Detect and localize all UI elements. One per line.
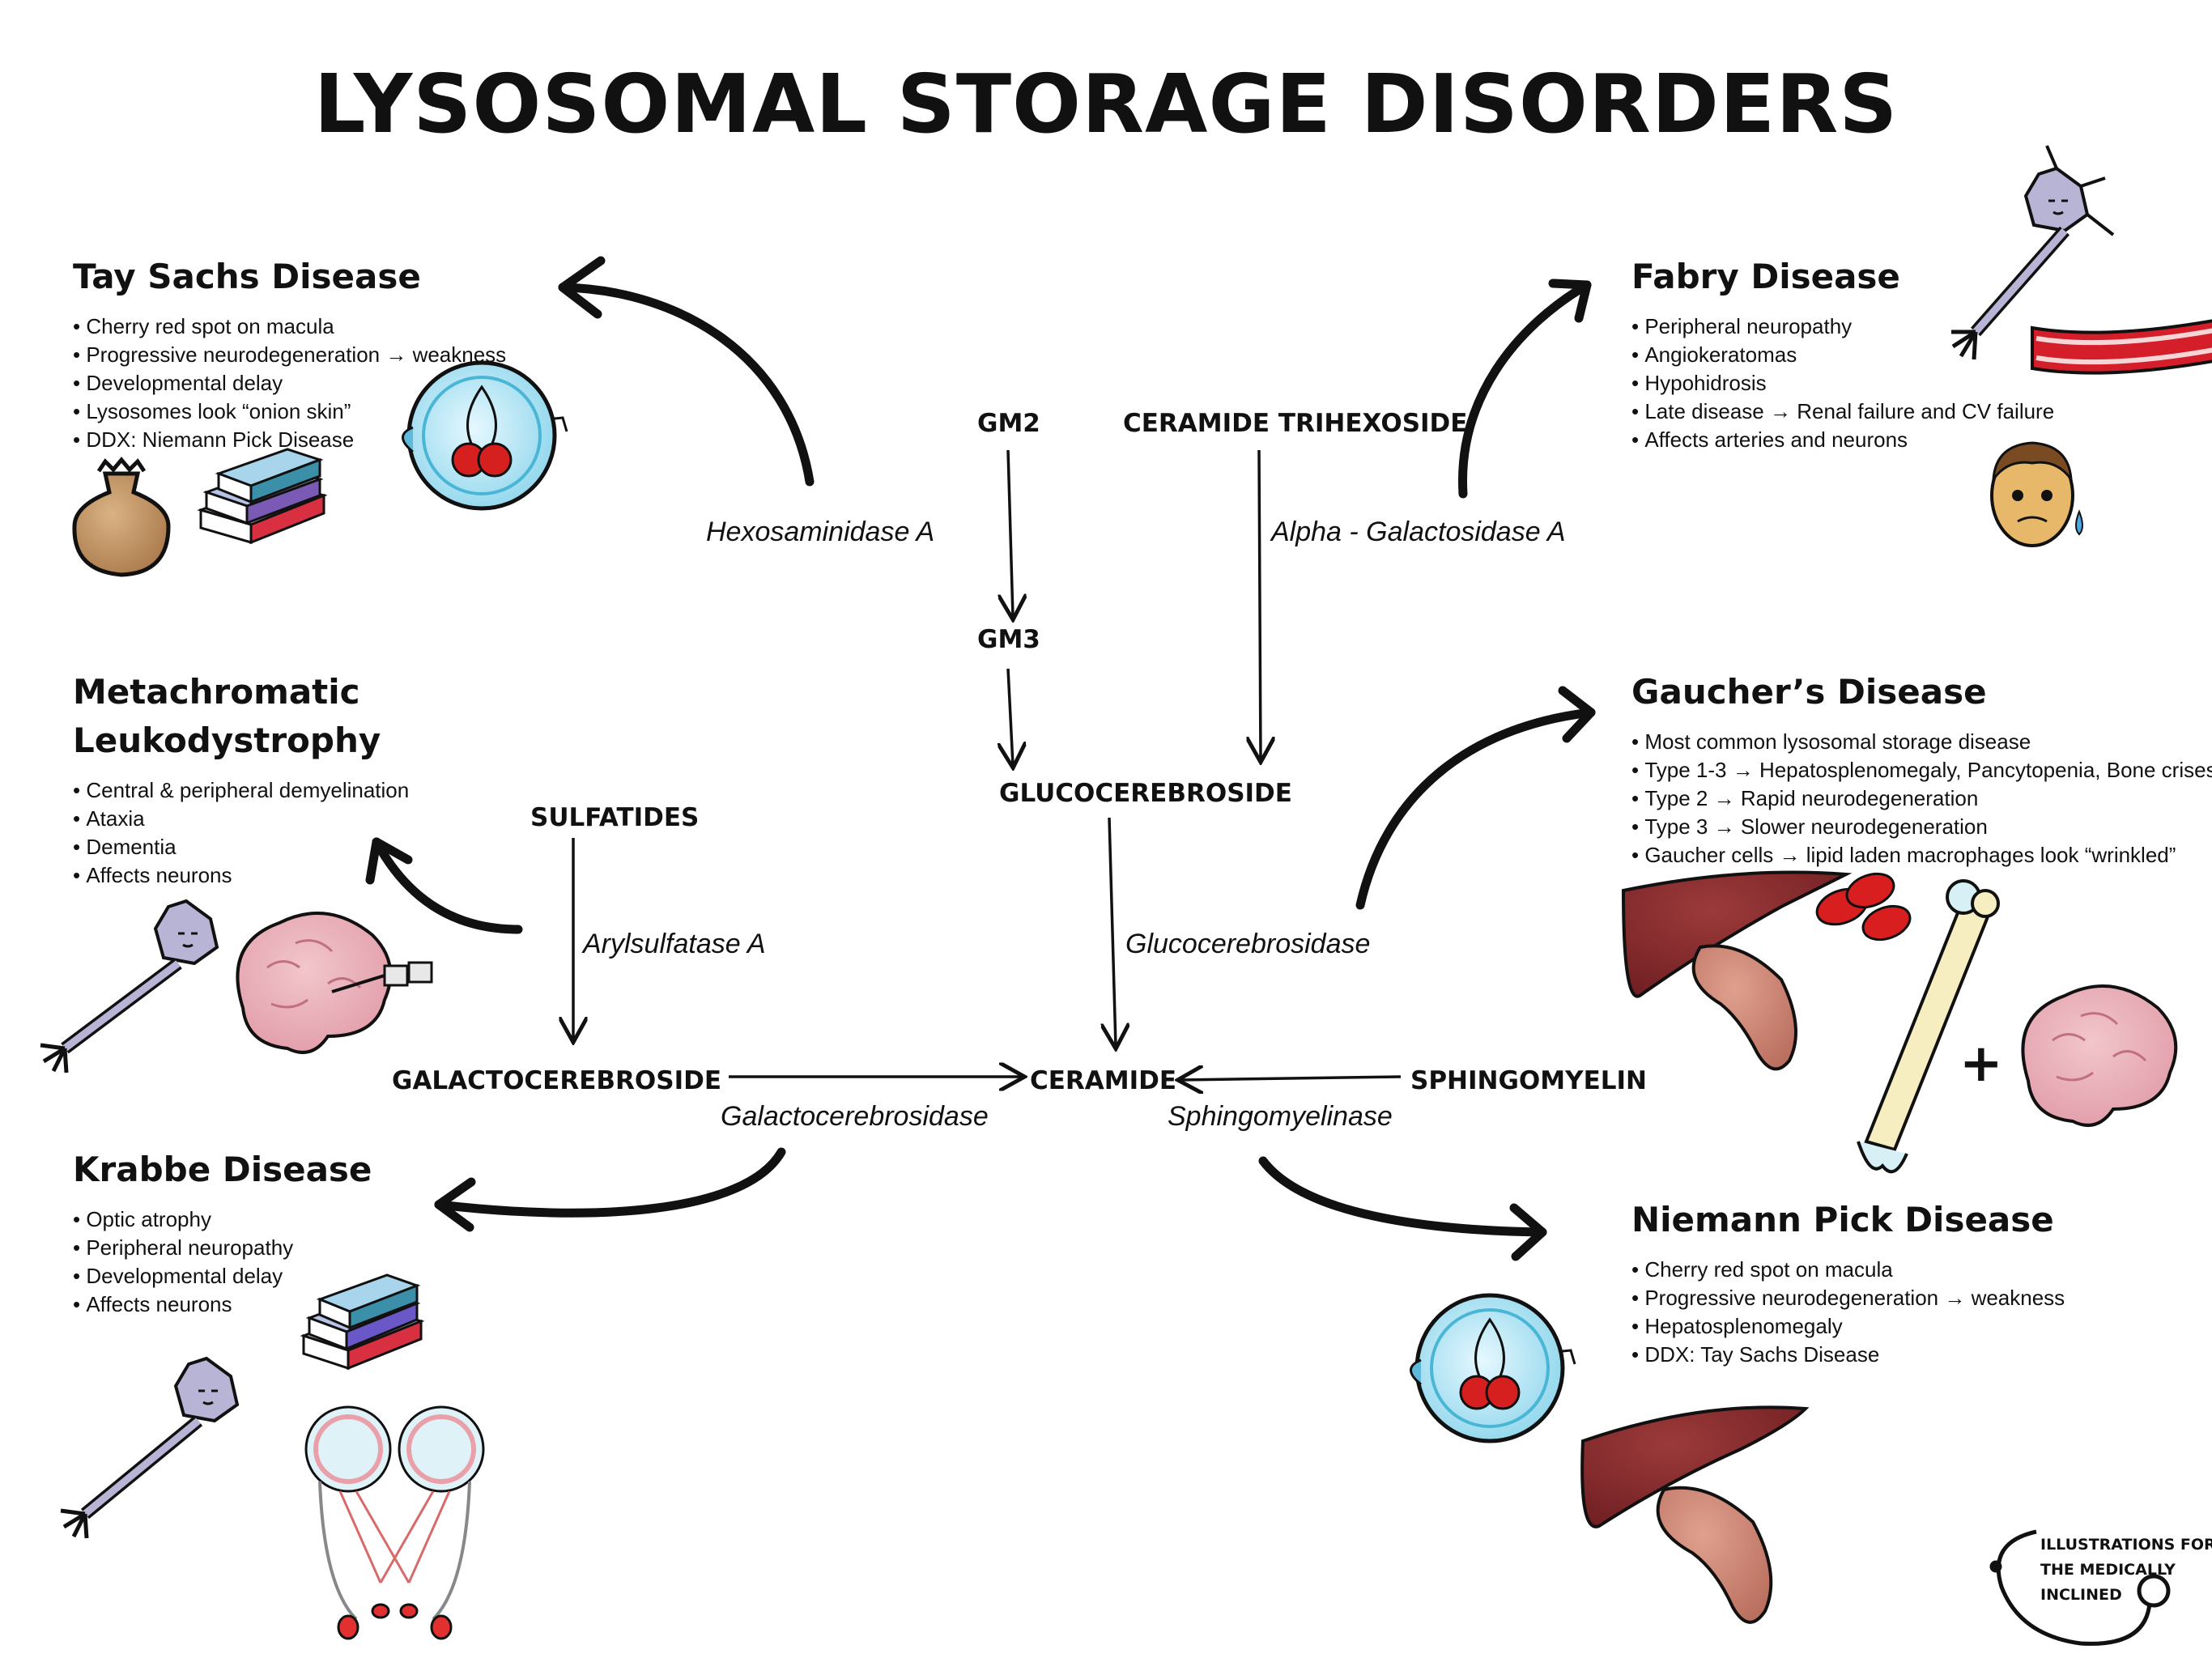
list-item: DDX: Tay Sachs Disease: [1631, 1341, 2065, 1369]
title-line: Metachromatic: [73, 672, 360, 712]
optic-pathway-icon: [304, 1405, 485, 1640]
metachromatic-leukodystrophy-panel: Metachromatic Leukodystrophy Central & p…: [73, 668, 409, 890]
title-line: Leukodystrophy: [73, 721, 381, 760]
gaucher-feature-list: Most common lysosomal storage disease Ty…: [1631, 728, 2212, 869]
molecule-gm2: GM2: [977, 409, 1040, 438]
tay-sachs-feature-list: Cherry red spot on macula Progressive ne…: [73, 312, 506, 454]
logo-line: ILLUSTRATIONS FOR: [2040, 1536, 2212, 1554]
list-item: Cherry red spot on macula: [73, 312, 506, 341]
page-title: LYSOSOMAL STORAGE DISORDERS: [313, 57, 1899, 151]
pathway-arrows: [573, 449, 1402, 1080]
krabbe-feature-list: Optic atrophy Peripheral neuropathy Deve…: [73, 1205, 372, 1319]
bone-icon: [1857, 879, 2000, 1174]
list-item: Cherry red spot on macula: [1631, 1256, 2065, 1284]
list-item: Optic atrophy: [73, 1205, 372, 1234]
list-item: Type 3 → Slower neurodegeneration: [1631, 813, 2212, 841]
neuron-icon: [40, 899, 219, 1073]
list-item: Peripheral neuropathy: [73, 1234, 372, 1262]
enzyme-arylsulfatase-a: Arylsulfatase A: [583, 929, 766, 959]
enzyme-hexosaminidase-a: Hexosaminidase A: [706, 517, 935, 547]
onion-icon: [72, 457, 171, 577]
arrow-to-niemann-pick: [1258, 1156, 1547, 1261]
spleen-icon: [1691, 944, 1797, 1071]
enzyme-alpha-galactosidase-a: Alpha - Galactosidase A: [1271, 517, 1566, 547]
list-item: Developmental delay: [73, 369, 506, 397]
neuron-icon: [60, 1356, 240, 1539]
molecule-galactocerebroside: GALACTOCEREBROSIDE: [392, 1066, 722, 1095]
list-item: Affects arteries and neurons: [1631, 426, 2054, 454]
molecule-gm3: GM3: [977, 625, 1040, 654]
list-item: Gaucher cells → lipid laden macrophages …: [1631, 841, 2212, 869]
disease-title-gaucher: Gaucher’s Disease: [1631, 672, 1987, 712]
brain-icon: [236, 912, 433, 1054]
disease-title-krabbe: Krabbe Disease: [73, 1150, 372, 1189]
arrow-to-fabry: [1458, 278, 1592, 499]
tay-sachs-panel: Tay Sachs Disease Cherry red spot on mac…: [73, 253, 506, 454]
list-item: Late disease → Renal failure and CV fail…: [1631, 397, 2054, 426]
list-item: Progressive neurodegeneration → weakness: [1631, 1284, 2065, 1312]
plus-sign: +: [1959, 1034, 2003, 1094]
list-item: Hypohidrosis: [1631, 369, 2054, 397]
logo-line: THE MEDICALLY: [2040, 1561, 2176, 1579]
arrow-to-krabbe: [434, 1147, 786, 1232]
list-item: Type 2 → Rapid neurodegeneration: [1631, 784, 2212, 813]
disease-title-tay-sachs: Tay Sachs Disease: [73, 257, 421, 296]
disease-title-niemann-pick: Niemann Pick Disease: [1631, 1200, 2054, 1239]
niemann-pick-panel: Niemann Pick Disease Cherry red spot on …: [1631, 1196, 2065, 1369]
gaucher-panel: Gaucher’s Disease Most common lysosomal …: [1631, 668, 2212, 869]
list-item: Hepatosplenomegaly: [1631, 1312, 2065, 1341]
list-item: Peripheral neuropathy: [1631, 312, 2054, 341]
logo-text: ILLUSTRATIONS FOR THE MEDICALLY INCLINED: [2040, 1533, 2212, 1608]
arrow-glucocerebroside-to-ceramide: [1109, 817, 1116, 1046]
arrow-to-tay-sachs: [558, 256, 815, 487]
arrow-to-gaucher: [1355, 686, 1596, 910]
brain-icon: [2021, 984, 2178, 1127]
metachromatic-feature-list: Central & peripheral demyelination Ataxi…: [73, 776, 409, 890]
enzyme-galactocerebrosidase: Galactocerebrosidase: [721, 1101, 989, 1132]
arrow-gm2-to-gm3: [1008, 449, 1013, 617]
molecule-sphingomyelin: SPHINGOMYELIN: [1410, 1066, 1647, 1095]
list-item: Central & peripheral demyelination: [73, 776, 409, 805]
spleen-icon: [1656, 1486, 1773, 1624]
fabry-panel: Fabry Disease Peripheral neuropathy Angi…: [1631, 253, 2054, 454]
list-item: Most common lysosomal storage disease: [1631, 728, 2212, 756]
fabry-feature-list: Peripheral neuropathy Angiokeratomas Hyp…: [1631, 312, 2054, 454]
red-blood-cells-icon: [1815, 872, 1912, 942]
list-item: Type 1-3 → Hepatosplenomegaly, Pancytope…: [1631, 756, 2212, 784]
molecule-ceramide: CERAMIDE: [1030, 1066, 1177, 1095]
disease-title-metachromatic-leukodystrophy: Metachromatic Leukodystrophy: [73, 668, 409, 765]
arrow-gm3-to-glucocerebroside: [1008, 668, 1013, 765]
liver-icon: [1580, 1405, 1810, 1528]
books-icon: [197, 448, 328, 545]
arrow-ceramide-trihexoside-to-glucocerebroside: [1259, 449, 1261, 759]
list-item: DDX: Niemann Pick Disease: [73, 426, 506, 454]
list-item: Angiokeratomas: [1631, 341, 2054, 369]
molecule-glucocerebroside: GLUCOCEREBROSIDE: [999, 779, 1292, 808]
molecule-sulfatides: SULFATIDES: [530, 803, 700, 832]
stethoscope-logo-icon: [1989, 1529, 2171, 1646]
list-item: Affects neurons: [73, 1290, 372, 1319]
enzyme-sphingomyelinase: Sphingomyelinase: [1168, 1101, 1393, 1132]
disease-title-fabry: Fabry Disease: [1631, 257, 1900, 296]
list-item: Progressive neurodegeneration → weakness: [73, 341, 506, 369]
cherry-red-eye-icon: [1410, 1293, 1576, 1443]
liver-icon: [1621, 870, 1853, 998]
worried-face-icon: [1990, 441, 2083, 547]
list-item: Affects neurons: [73, 861, 409, 890]
artery-icon: [2031, 319, 2212, 375]
logo-line: INCLINED: [2040, 1586, 2122, 1604]
molecule-ceramide-trihexoside: CERAMIDE TRIHEXOSIDE: [1123, 409, 1468, 438]
arrow-sphingomyelin-to-ceramide: [1180, 1077, 1402, 1080]
niemann-pick-feature-list: Cherry red spot on macula Progressive ne…: [1631, 1256, 2065, 1369]
list-item: Developmental delay: [73, 1262, 372, 1290]
list-item: Dementia: [73, 833, 409, 861]
list-item: Ataxia: [73, 805, 409, 833]
enzyme-glucocerebrosidase: Glucocerebrosidase: [1125, 929, 1371, 959]
krabbe-panel: Krabbe Disease Optic atrophy Peripheral …: [73, 1146, 372, 1319]
list-item: Lysosomes look “onion skin”: [73, 397, 506, 426]
